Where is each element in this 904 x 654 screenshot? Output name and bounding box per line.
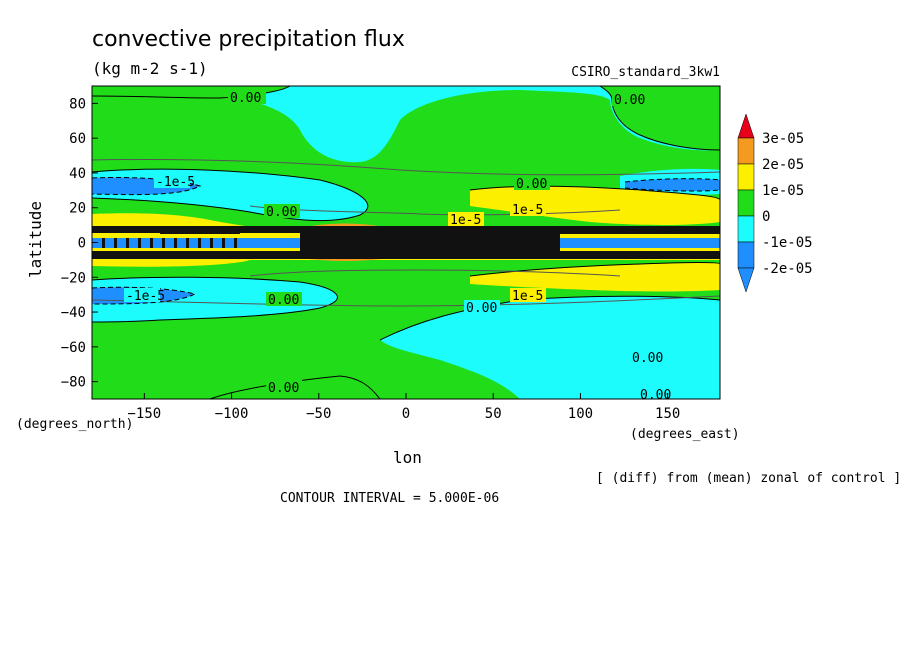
contour-label-pos: 1e-5 xyxy=(450,213,481,228)
x-axis-title: lon xyxy=(393,448,422,467)
contour-label-pos: 1e-5 xyxy=(512,203,543,218)
x-tick-label: −150 xyxy=(127,406,161,422)
x-tick-label: 100 xyxy=(568,406,593,422)
contour-label-neg: -1e-5 xyxy=(126,289,165,304)
colorbar-label: -1e-05 xyxy=(762,235,813,251)
x-tick-label: 150 xyxy=(655,406,680,422)
contour-label-zero: 0.00 xyxy=(268,381,299,396)
map-field: 0.00 0.00 -1e-5 0.00 0.00 1e-5 1e-5 -1e-… xyxy=(92,86,720,403)
colorbar-swatch xyxy=(737,163,755,191)
y-tick-label: 20 xyxy=(69,201,86,217)
x-units-label: (degrees_east) xyxy=(630,427,740,442)
x-tick-label: 0 xyxy=(402,406,410,422)
y-tick-label: 40 xyxy=(69,166,86,182)
colorbar-swatch xyxy=(737,215,755,243)
chart-title: convective precipitation flux xyxy=(92,27,405,52)
y-tick-label: −20 xyxy=(61,270,86,286)
x-axis: −150 −100 −50 0 50 100 150 xyxy=(127,393,680,422)
contour-label-zero: 0.00 xyxy=(266,205,297,220)
contour-label-zero: 0.00 xyxy=(466,301,497,316)
contour-label-neg: -1e-5 xyxy=(156,175,195,190)
x-tick-label: −100 xyxy=(215,406,249,422)
colorbar-label: 1e-05 xyxy=(762,183,804,199)
y-tick-label: 0 xyxy=(78,236,86,252)
y-tick-label: −80 xyxy=(61,375,86,391)
colorbar-label: 0 xyxy=(762,209,770,225)
operation-note: [ (diff) from (mean) zonal of control ] xyxy=(596,471,901,486)
region-positive-north-east xyxy=(470,186,720,225)
region-negative-south-east xyxy=(380,296,720,399)
x-tick-label: −50 xyxy=(306,406,331,422)
region-strong-negative-north-east xyxy=(625,178,720,192)
colorbar-label: 2e-05 xyxy=(762,157,804,173)
contour-label-zero: 0.00 xyxy=(230,91,261,106)
y-axis: 80 60 40 20 0 −20 −40 −60 −80 xyxy=(61,96,98,391)
x-tick-label: 50 xyxy=(485,406,502,422)
y-tick-label: −40 xyxy=(61,305,86,321)
colorbar-cap-bottom xyxy=(737,267,755,293)
colorbar: 3e-05 2e-05 1e-05 0 -1e-05 -2e-05 xyxy=(737,113,813,293)
y-tick-label: 60 xyxy=(69,131,86,147)
colorbar-label: 3e-05 xyxy=(762,131,804,147)
contour-interval: CONTOUR INTERVAL = 5.000E-06 xyxy=(280,491,499,506)
dense-contour-band xyxy=(92,226,720,259)
chart-units: (kg m-2 s-1) xyxy=(92,59,208,78)
y-units-label: (degrees_north) xyxy=(16,417,133,432)
contour-label-zero: 0.00 xyxy=(516,177,547,192)
colorbar-swatch xyxy=(737,137,755,165)
contour-label-zero: 0.00 xyxy=(640,388,671,403)
colorbar-label: -2e-05 xyxy=(762,261,813,277)
negative-contour-lines xyxy=(92,176,720,305)
equator-tick-pattern xyxy=(96,238,232,248)
contour-label-zero: 0.00 xyxy=(268,293,299,308)
y-tick-label: 80 xyxy=(69,96,86,112)
contour-label-zero: 0.00 xyxy=(614,93,645,108)
contour-label-zero: 0.00 xyxy=(632,351,663,366)
y-axis-title: latitude xyxy=(26,201,45,278)
contour-label-pos: 1e-5 xyxy=(512,289,543,304)
contour-label-group: 0.00 0.00 -1e-5 0.00 0.00 1e-5 1e-5 -1e-… xyxy=(124,90,674,403)
colorbar-cap-top xyxy=(737,113,755,139)
colorbar-swatch xyxy=(737,189,755,217)
dataset-label: CSIRO_standard_3kw1 xyxy=(571,65,720,80)
y-tick-label: −60 xyxy=(61,340,86,356)
equator-black-ticks xyxy=(102,238,237,248)
region-positive-south-east xyxy=(470,262,720,292)
colorbar-swatch xyxy=(737,241,755,269)
